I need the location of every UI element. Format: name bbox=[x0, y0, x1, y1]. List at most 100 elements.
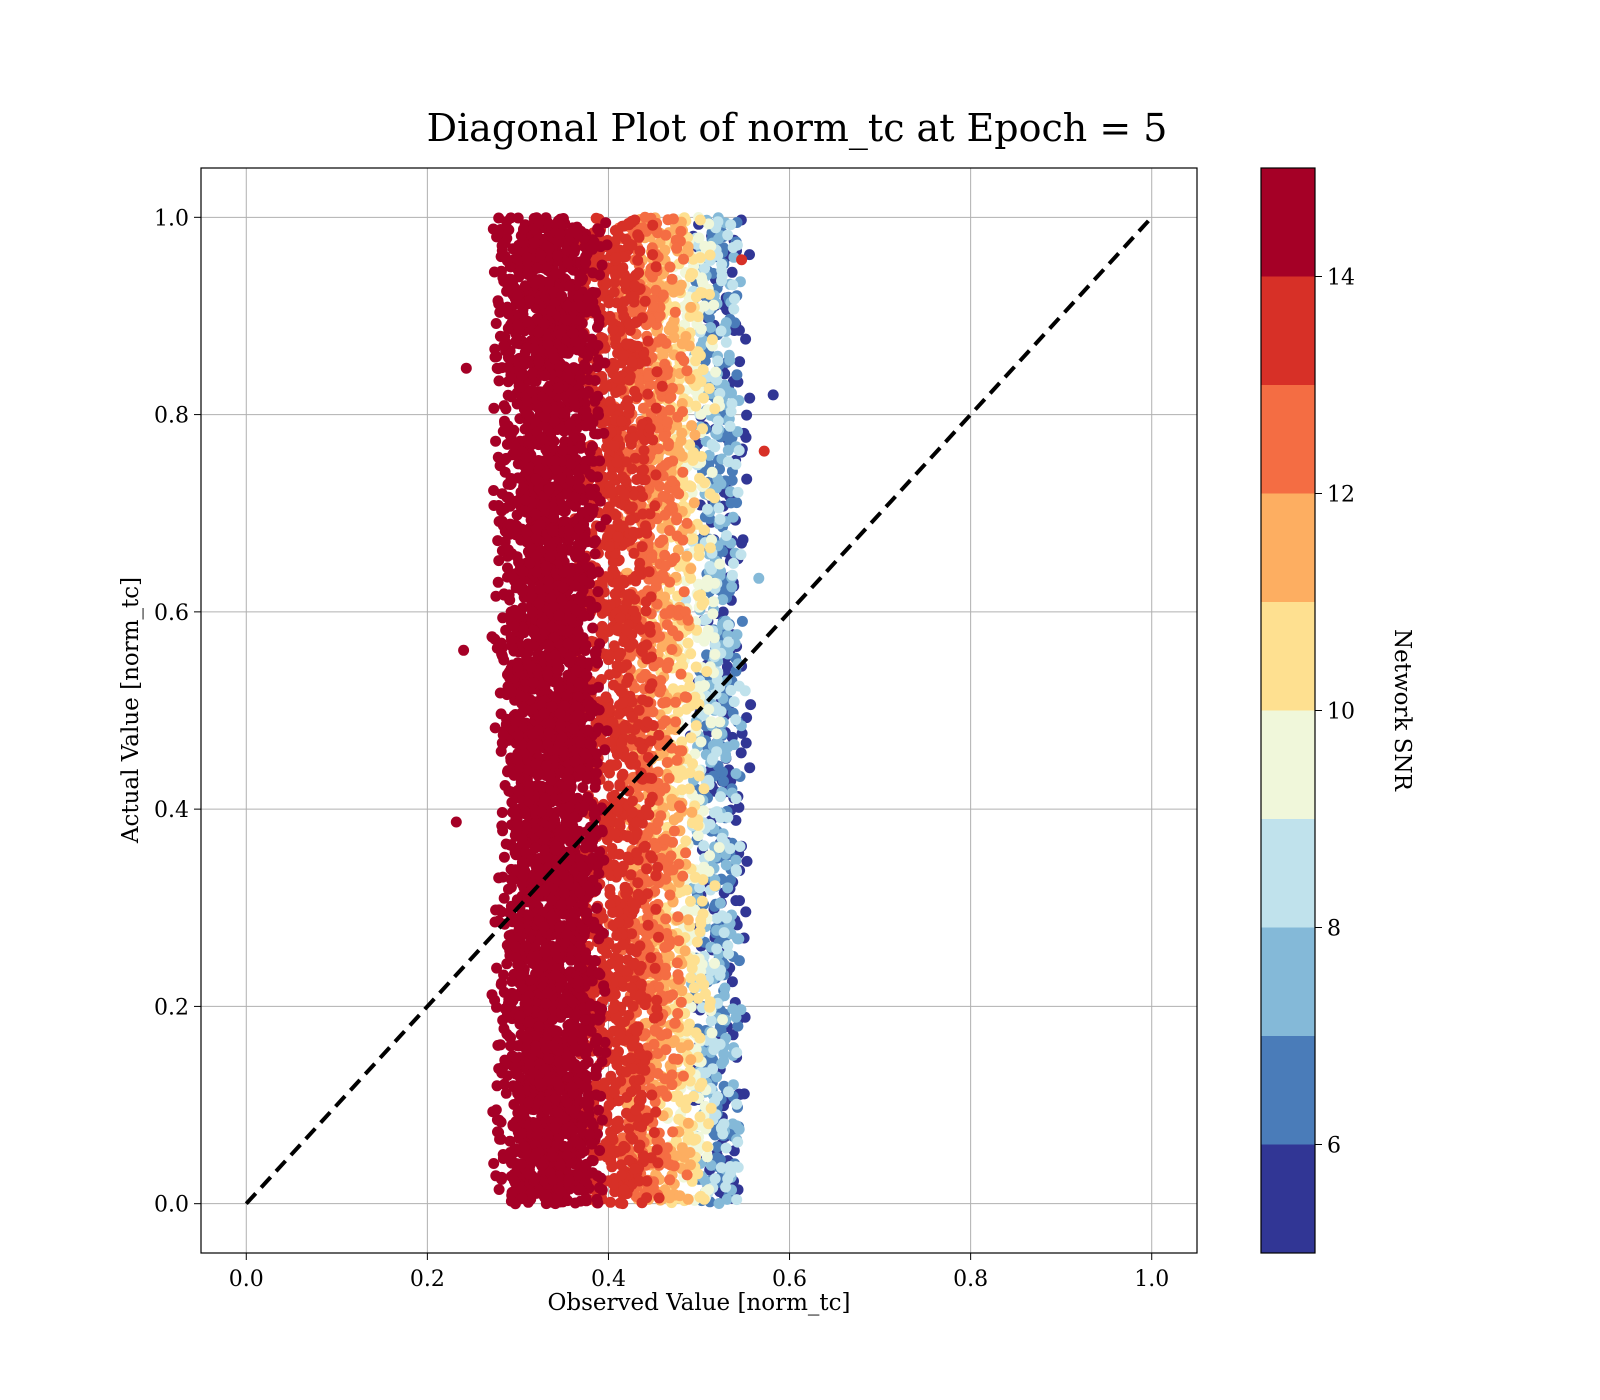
scatter-point bbox=[693, 232, 705, 244]
scatter-point bbox=[688, 497, 700, 509]
scatter-point bbox=[619, 965, 631, 976]
scatter-point bbox=[694, 214, 706, 226]
scatter-point bbox=[706, 334, 718, 346]
scatter-point bbox=[604, 650, 615, 662]
scatter-point bbox=[734, 895, 745, 907]
scatter-point bbox=[640, 605, 652, 617]
scatter-point bbox=[732, 1161, 744, 1173]
scatter-point bbox=[712, 1091, 723, 1102]
scatter-point bbox=[730, 768, 742, 780]
scatter-point bbox=[728, 696, 740, 708]
scatter-point bbox=[718, 775, 729, 787]
scatter-point bbox=[617, 662, 629, 674]
scatter-point bbox=[664, 889, 676, 901]
scatter-point bbox=[651, 1003, 663, 1015]
scatter-point bbox=[726, 581, 738, 593]
scatter-point bbox=[612, 1115, 624, 1127]
scatter-point bbox=[696, 895, 708, 907]
scatter-point bbox=[646, 651, 657, 663]
scatter-point bbox=[649, 1024, 661, 1035]
scatter-point bbox=[622, 917, 634, 928]
scatter-point bbox=[617, 939, 629, 951]
scatter-point bbox=[650, 903, 662, 915]
scatter-point bbox=[608, 640, 620, 652]
scatter-point bbox=[717, 766, 728, 778]
scatter-point bbox=[647, 219, 659, 231]
scatter-point bbox=[709, 807, 720, 819]
scatter-point bbox=[709, 1173, 721, 1185]
scatter-point bbox=[708, 596, 719, 608]
scatter-point bbox=[712, 415, 724, 427]
scatter-point bbox=[700, 1067, 712, 1079]
scatter-point bbox=[726, 976, 738, 988]
scatter-point bbox=[677, 870, 689, 882]
scatter-point bbox=[682, 614, 694, 626]
scatter-point bbox=[694, 1191, 706, 1203]
scatter-point bbox=[666, 644, 678, 655]
scatter-point bbox=[613, 708, 625, 720]
scatter-point bbox=[695, 323, 707, 335]
scatter-point bbox=[611, 1059, 623, 1071]
scatter-point bbox=[628, 547, 640, 559]
scatter-point bbox=[725, 406, 737, 417]
scatter-point bbox=[664, 261, 676, 273]
scatter-point bbox=[704, 850, 716, 862]
scatter-point bbox=[685, 958, 697, 970]
scatter-point bbox=[678, 768, 690, 780]
scatter-point bbox=[664, 525, 676, 536]
scatter-point bbox=[675, 279, 687, 291]
scatter-point bbox=[732, 1136, 744, 1148]
scatter-point bbox=[626, 696, 638, 708]
scatter-point bbox=[627, 432, 639, 444]
scatter-point bbox=[730, 1120, 742, 1132]
scatter-point bbox=[741, 409, 753, 421]
scatter-point bbox=[735, 747, 747, 759]
scatter-point bbox=[625, 1131, 637, 1143]
scatter-point bbox=[616, 770, 628, 782]
scatter-point bbox=[639, 295, 651, 307]
scatter-point bbox=[635, 989, 647, 1001]
scatter-point bbox=[676, 427, 688, 439]
scatter-point bbox=[666, 273, 678, 285]
scatter-point bbox=[698, 596, 710, 608]
scatter-point bbox=[656, 333, 668, 345]
scatter-point bbox=[650, 870, 662, 882]
scatter-point bbox=[604, 310, 616, 322]
scatter-point bbox=[659, 459, 671, 471]
scatter-point bbox=[639, 1064, 651, 1076]
scatter-point bbox=[628, 945, 640, 956]
scatter-point bbox=[604, 541, 615, 552]
scatter-point bbox=[678, 253, 689, 265]
scatter-point bbox=[620, 233, 632, 245]
scatter-point bbox=[628, 526, 640, 538]
scatter-point bbox=[734, 356, 746, 368]
scatter-point bbox=[606, 1161, 618, 1173]
scatter-point bbox=[642, 388, 654, 400]
scatter-point bbox=[675, 802, 687, 814]
scatter-point bbox=[702, 503, 713, 515]
scatter-point bbox=[740, 737, 752, 749]
scatter-point bbox=[650, 469, 662, 481]
scatter-point bbox=[667, 1126, 679, 1138]
scatter-point bbox=[641, 1175, 653, 1187]
scatter-point bbox=[636, 743, 648, 755]
scatter-point bbox=[731, 629, 743, 641]
scatter-point bbox=[619, 881, 631, 893]
scatter-point bbox=[673, 935, 685, 947]
scatter-point bbox=[488, 402, 500, 414]
scatter-point bbox=[677, 1070, 689, 1082]
scatter-point bbox=[633, 231, 645, 243]
scatter-point bbox=[693, 543, 705, 555]
scatter-point bbox=[686, 806, 698, 818]
scatter-point bbox=[667, 864, 679, 876]
scatter-point bbox=[626, 733, 637, 745]
scatter-point bbox=[637, 491, 648, 502]
scatter-point bbox=[641, 1192, 653, 1204]
scatter-point bbox=[713, 502, 725, 514]
scatter-point bbox=[697, 908, 709, 920]
scatter-point bbox=[659, 560, 671, 572]
scatter-point bbox=[705, 1102, 717, 1114]
scatter-point bbox=[714, 1154, 726, 1166]
scatter-point bbox=[694, 350, 706, 361]
scatter-point bbox=[685, 563, 697, 575]
